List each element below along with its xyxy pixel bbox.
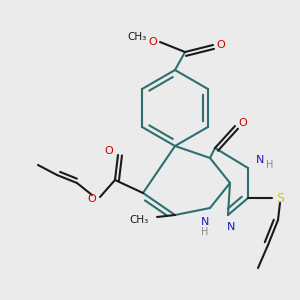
Text: H: H [201, 227, 209, 237]
Text: N: N [227, 222, 235, 232]
Text: O: O [238, 118, 247, 128]
Text: O: O [217, 40, 225, 50]
Text: O: O [88, 194, 96, 204]
Text: O: O [105, 146, 113, 156]
Text: CH₃: CH₃ [129, 215, 148, 225]
Text: CH₃: CH₃ [128, 32, 147, 42]
Text: N: N [201, 217, 209, 227]
Text: S: S [276, 191, 284, 205]
Text: N: N [256, 155, 264, 165]
Text: H: H [266, 160, 274, 170]
Text: O: O [148, 37, 158, 47]
